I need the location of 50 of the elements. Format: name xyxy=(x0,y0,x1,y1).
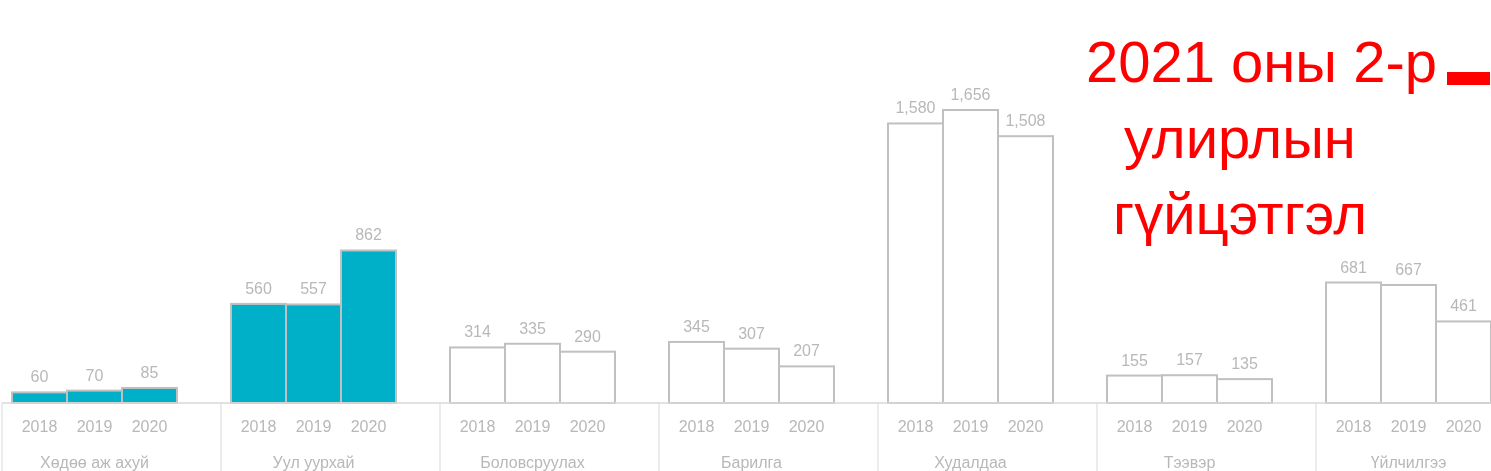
text: 2018 xyxy=(897,418,934,435)
x-tick-label: Хөдөө аж ахуй xyxy=(39,454,150,471)
text: 2020 xyxy=(350,418,387,435)
text: 2020 xyxy=(1445,418,1482,435)
text: 2020 xyxy=(788,418,825,435)
text: 2019 xyxy=(952,418,989,435)
text: 2018 xyxy=(1116,418,1153,435)
data-label: 60 xyxy=(30,368,49,386)
data-label: 1,580 xyxy=(895,99,936,117)
data-label: 335 xyxy=(519,319,546,337)
data-label: 157 xyxy=(1176,351,1203,369)
text: 2018 xyxy=(1335,418,1372,435)
data-label: 290 xyxy=(574,327,601,345)
x-tick-label: Худалдаа xyxy=(934,454,1007,471)
text: 2018 xyxy=(678,418,715,435)
series-label: 2019 xyxy=(76,418,113,435)
data-label: 1,656 xyxy=(950,86,991,103)
text: 2020 xyxy=(569,418,606,435)
series-label: 2018 xyxy=(21,418,58,435)
chart-title: 2021 оны 2-р улирлын гүйцэтгэл xyxy=(1085,29,1437,246)
x-tick-label: Үйлчилгээ xyxy=(1370,454,1447,471)
data-label: 667 xyxy=(1395,260,1422,278)
data-label: 1,508 xyxy=(1005,112,1046,130)
data-label: 461 xyxy=(1450,297,1477,315)
text: 2020 xyxy=(1226,418,1263,435)
text: 2019 xyxy=(295,418,332,435)
text: 2019 xyxy=(514,418,551,435)
text: 2018 xyxy=(459,418,496,435)
data-label: 314 xyxy=(464,323,491,341)
text: 2019 xyxy=(1390,418,1427,435)
data-label: 862 xyxy=(355,226,382,244)
series-label: 2020 xyxy=(131,418,168,435)
data-label: 85 xyxy=(140,363,159,381)
x-tick-label: Уул уурхай xyxy=(272,454,355,471)
data-label: 70 xyxy=(85,366,104,384)
data-label: 557 xyxy=(300,280,327,298)
data-label: 681 xyxy=(1340,258,1367,276)
x-tick-label: Боловсруулах xyxy=(480,454,585,471)
data-label: 307 xyxy=(738,324,765,342)
data-label: 155 xyxy=(1121,351,1148,369)
text: 2018 xyxy=(240,418,277,435)
data-label: 207 xyxy=(793,342,820,360)
data-label: 135 xyxy=(1231,355,1258,373)
text: 2019 xyxy=(733,418,770,435)
x-tick-label: Тээвэр xyxy=(1163,454,1216,471)
x-tick-label: Барилга xyxy=(721,454,783,471)
data-label: 560 xyxy=(245,279,272,297)
data-label: 345 xyxy=(683,317,710,335)
text: 2020 xyxy=(1007,418,1044,435)
text: 2019 xyxy=(1171,418,1208,435)
